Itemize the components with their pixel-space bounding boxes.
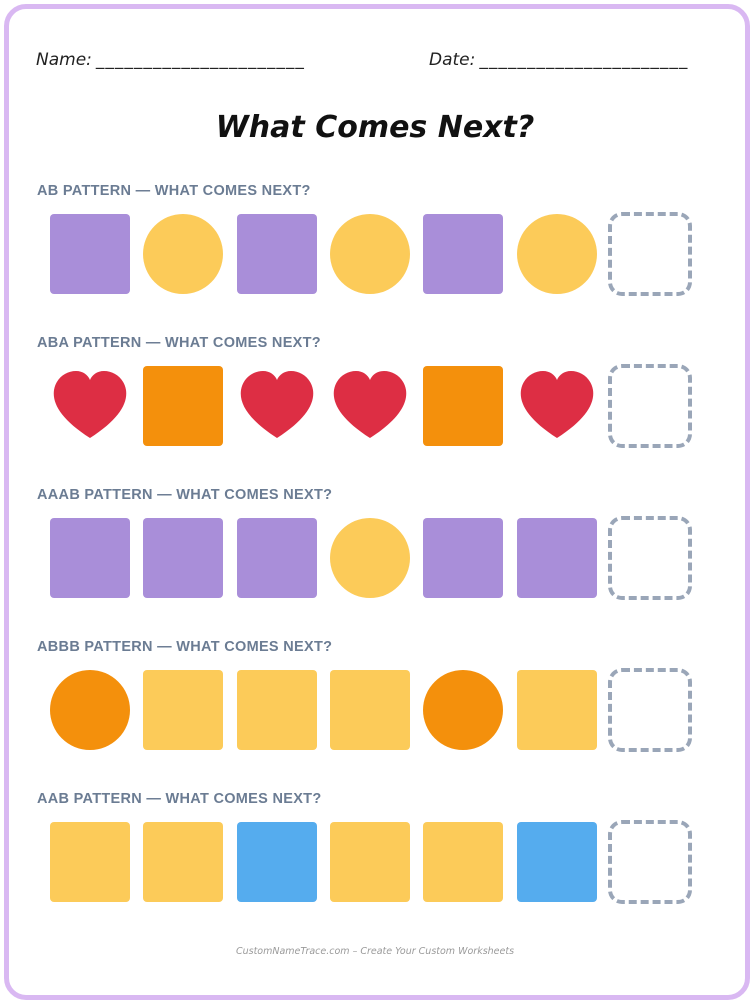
name-field: Name: ______________________ [36,50,305,70]
yellow-square-icon [50,822,130,902]
blue-square-icon [517,822,597,902]
section-label: AAAB PATTERN — WHAT COMES NEXT? [37,487,333,503]
yellow-square-icon [143,670,223,750]
purple-square-icon [50,518,130,598]
orange-circle-icon [50,670,130,750]
purple-square-icon [50,214,130,294]
yellow-square-icon [330,822,410,902]
yellow-circle-icon [330,518,410,598]
pattern-row [50,817,710,907]
yellow-circle-icon [143,214,223,294]
section-label: ABA PATTERN — WHAT COMES NEXT? [37,335,321,351]
purple-square-icon [143,518,223,598]
heart-icon [50,366,130,446]
name-line: ______________________ [95,50,305,70]
pattern-row [50,209,710,299]
blue-square-icon [237,822,317,902]
name-label: Name: [36,50,92,70]
purple-square-icon [517,518,597,598]
yellow-square-icon [517,670,597,750]
date-field: Date: ______________________ [429,50,688,70]
pattern-row [50,361,710,451]
purple-square-icon [423,518,503,598]
answer-blank-box[interactable] [608,364,692,448]
section-label: ABBB PATTERN — WHAT COMES NEXT? [37,639,333,655]
date-label: Date: [429,50,476,70]
heart-icon [330,366,410,446]
pattern-row [50,513,710,603]
date-line: ______________________ [479,50,689,70]
heart-icon [517,366,597,446]
pattern-row [50,665,710,755]
section-label: AAB PATTERN — WHAT COMES NEXT? [37,791,322,807]
orange-square-icon [423,366,503,446]
yellow-circle-icon [517,214,597,294]
yellow-square-icon [423,822,503,902]
answer-blank-box[interactable] [608,212,692,296]
section-label: AB PATTERN — WHAT COMES NEXT? [37,183,311,199]
heart-icon [237,366,317,446]
answer-blank-box[interactable] [608,820,692,904]
yellow-square-icon [330,670,410,750]
orange-circle-icon [423,670,503,750]
footer-credit: CustomNameTrace.com – Create Your Custom… [235,946,515,957]
purple-square-icon [237,518,317,598]
yellow-circle-icon [330,214,410,294]
yellow-square-icon [143,822,223,902]
yellow-square-icon [237,670,317,750]
answer-blank-box[interactable] [608,516,692,600]
orange-square-icon [143,366,223,446]
purple-square-icon [237,214,317,294]
answer-blank-box[interactable] [608,668,692,752]
page-title: What Comes Next? [215,110,535,145]
purple-square-icon [423,214,503,294]
